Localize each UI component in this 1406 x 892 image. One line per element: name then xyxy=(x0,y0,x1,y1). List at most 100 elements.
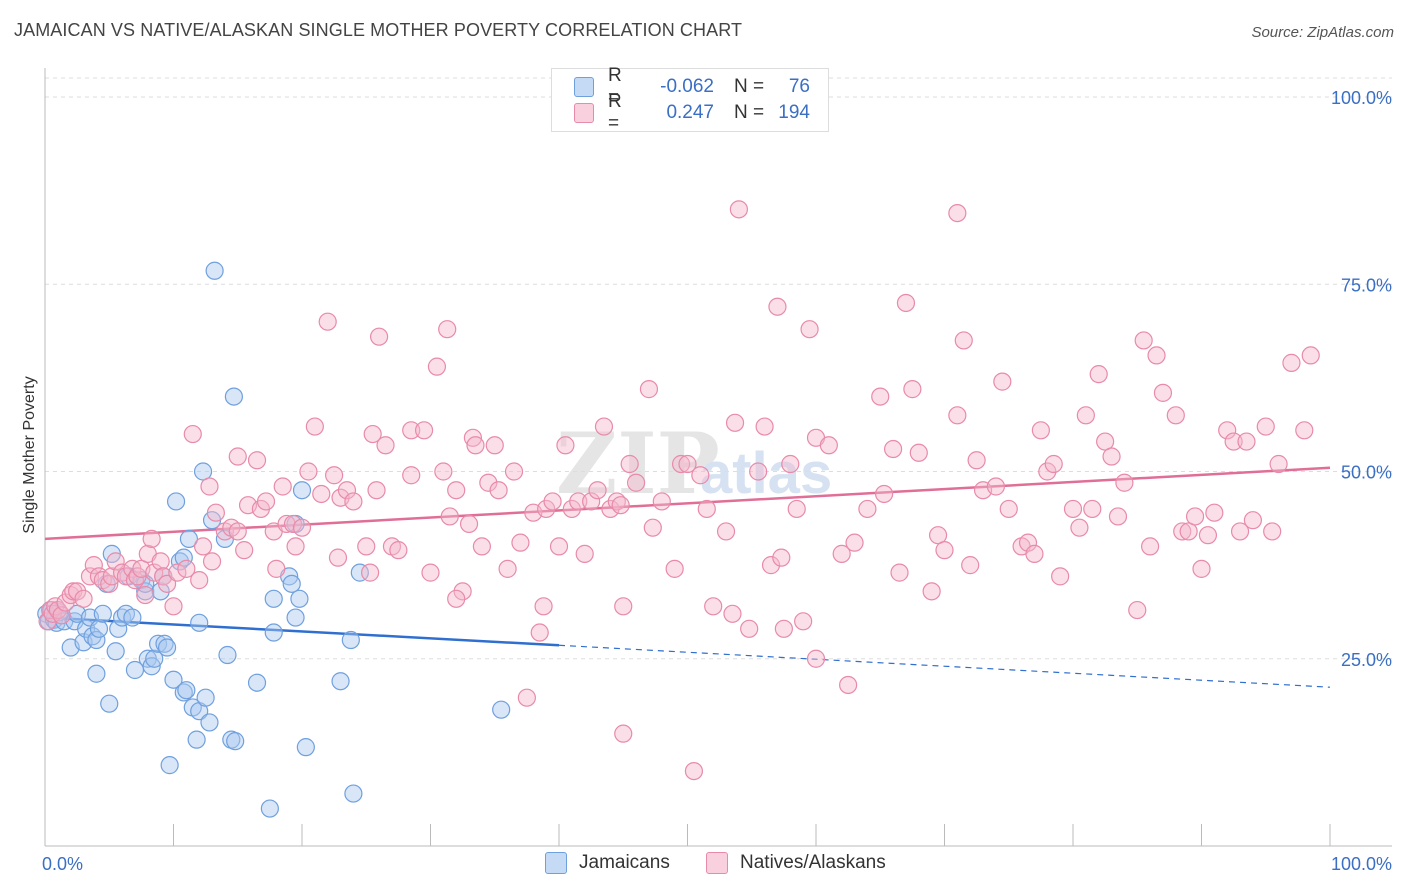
data-point xyxy=(228,522,247,541)
data-point xyxy=(534,597,553,616)
data-point xyxy=(267,559,286,578)
y-tick-label: 50.0% xyxy=(1341,463,1392,483)
data-point xyxy=(1089,365,1108,384)
data-point xyxy=(174,683,193,702)
data-point xyxy=(447,481,466,500)
data-point xyxy=(922,582,941,601)
data-point xyxy=(839,675,858,695)
data-point xyxy=(1031,421,1050,440)
data-point xyxy=(325,466,344,485)
data-point xyxy=(106,642,125,661)
data-point xyxy=(875,484,894,504)
legend-row-natives: R = 0.247 N = 194 xyxy=(574,91,810,134)
data-point xyxy=(421,563,440,582)
data-point xyxy=(205,261,224,280)
data-point xyxy=(1198,526,1218,545)
data-point xyxy=(151,582,170,601)
data-point xyxy=(179,529,199,549)
data-point xyxy=(858,499,877,519)
data-point xyxy=(286,608,305,627)
data-point xyxy=(725,413,745,432)
series-swatch-natives xyxy=(706,852,728,874)
data-point xyxy=(614,597,633,616)
data-point xyxy=(106,552,125,571)
data-point xyxy=(643,518,662,537)
data-point xyxy=(485,436,504,455)
data-point xyxy=(537,499,556,519)
data-point xyxy=(273,477,292,496)
data-point xyxy=(168,563,187,582)
y-axis-label: Single Mother Poverty xyxy=(21,376,38,534)
legend-n-value: 194 xyxy=(778,102,810,123)
data-point xyxy=(87,630,106,650)
data-point xyxy=(665,559,684,578)
data-point xyxy=(427,357,447,376)
data-point xyxy=(549,537,569,556)
data-point xyxy=(691,466,710,485)
series-label-jamaicans: Jamaicans xyxy=(579,852,670,873)
data-point xyxy=(1018,533,1038,552)
data-point xyxy=(264,589,283,608)
series-legend-jamaicans: Jamaicans xyxy=(545,852,670,874)
data-point xyxy=(1025,544,1044,563)
data-point xyxy=(620,454,639,474)
data-point xyxy=(492,700,511,719)
data-point xyxy=(190,613,209,632)
data-point xyxy=(678,454,697,474)
data-point xyxy=(948,203,967,223)
data-point xyxy=(160,756,179,775)
data-point xyxy=(716,522,736,541)
data-point xyxy=(282,574,301,593)
data-point xyxy=(999,499,1018,519)
data-point xyxy=(1083,499,1102,519)
data-point xyxy=(489,481,508,500)
data-point xyxy=(151,552,170,571)
data-point xyxy=(575,544,594,563)
data-point xyxy=(723,604,742,623)
data-point xyxy=(277,514,296,534)
data-point xyxy=(157,574,177,593)
series-points-jamaicans xyxy=(37,261,511,818)
data-point xyxy=(909,443,928,462)
data-point xyxy=(1218,421,1237,440)
legend-n-value: 76 xyxy=(788,76,810,97)
data-point xyxy=(511,533,530,552)
data-point xyxy=(787,499,806,519)
data-point xyxy=(800,320,819,339)
watermark: ZIP atlas xyxy=(556,414,832,513)
legend-r-label: R = xyxy=(608,65,622,108)
data-point xyxy=(224,387,243,406)
legend-n-label: N = xyxy=(734,102,765,123)
data-point xyxy=(1038,462,1057,481)
data-point xyxy=(200,713,219,732)
data-point xyxy=(177,681,196,700)
data-point xyxy=(206,503,226,522)
data-point xyxy=(228,447,247,466)
data-point xyxy=(948,406,967,425)
x-tick-label: 100.0% xyxy=(1331,854,1392,874)
data-point xyxy=(312,484,331,504)
y-tick-label: 100.0% xyxy=(1331,88,1392,108)
data-point xyxy=(774,619,793,638)
data-point xyxy=(136,585,155,605)
data-point xyxy=(1140,537,1160,556)
data-point xyxy=(903,380,922,399)
data-point xyxy=(504,462,524,481)
data-point xyxy=(749,462,768,481)
data-point xyxy=(671,454,691,474)
data-point xyxy=(350,563,369,582)
data-point xyxy=(1051,567,1070,586)
data-point xyxy=(463,428,483,447)
data-point xyxy=(740,619,759,638)
trend-line-jamaicans xyxy=(44,616,560,647)
data-point xyxy=(100,694,119,713)
data-point xyxy=(77,619,96,638)
data-point xyxy=(1243,511,1263,530)
data-point xyxy=(286,537,305,556)
data-point xyxy=(517,688,536,707)
data-point xyxy=(768,297,787,316)
data-point xyxy=(331,672,350,691)
trend-line-jamaicans-projection xyxy=(558,644,1331,688)
data-point xyxy=(109,619,128,638)
data-point xyxy=(68,582,87,601)
